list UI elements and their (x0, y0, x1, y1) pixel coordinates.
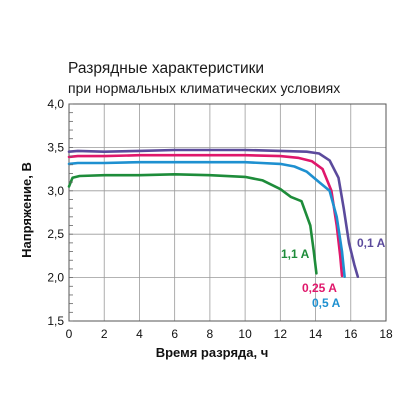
y-tick-label: 3,0 (47, 184, 64, 198)
ticks-group: 0 2 4 6 8 10 12 14 16 18 1,5 2,0 2,5 3,0 3,5 4,0 (47, 97, 393, 341)
plot-border (68, 103, 387, 322)
series-group (67, 148, 360, 279)
series-label: 0,1 A (357, 236, 386, 250)
chart-subtitle: при нормальных климатических условиях (68, 80, 341, 96)
y-tick-label: 2,5 (47, 227, 64, 241)
x-tick-label: 0 (66, 327, 73, 341)
y-tick-label: 2,0 (47, 271, 64, 285)
series-line (67, 148, 360, 279)
y-tick-label: 4,0 (47, 97, 64, 111)
x-tick-label: 4 (136, 327, 143, 341)
series-label: 0,5 A (312, 296, 341, 310)
series-line (67, 160, 346, 279)
y-tick-label: 3,5 (47, 140, 64, 154)
series-label: 1,1 A (281, 247, 310, 261)
x-tick-label: 6 (171, 327, 178, 341)
labels-group: 0,1 A 0,25 A0,5 A 1,1 A (281, 236, 386, 310)
series-label: 0,25 A (302, 281, 337, 295)
x-tick-label: 14 (309, 327, 323, 341)
x-tick-label: 2 (101, 327, 108, 341)
y-axis-label: Напряжение, В (19, 162, 34, 258)
y-tick-label: 1,5 (47, 314, 64, 328)
x-tick-label: 10 (238, 327, 252, 341)
x-tick-label: 8 (207, 327, 214, 341)
x-axis-label: Время разряда, ч (156, 345, 269, 360)
grid (68, 103, 387, 322)
x-tick-label: 18 (379, 327, 393, 341)
plot-frame (68, 103, 387, 322)
x-tick-label: 16 (344, 327, 358, 341)
x-tick-label: 12 (274, 327, 288, 341)
chart-title: Разрядные характеристики (68, 60, 265, 77)
series-line (67, 173, 318, 275)
